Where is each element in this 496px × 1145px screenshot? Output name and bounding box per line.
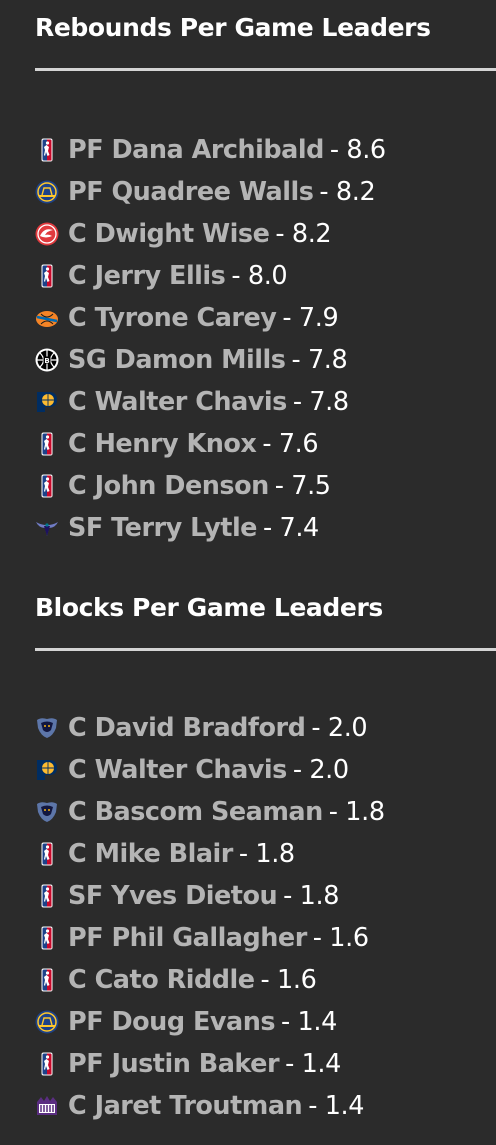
stat-value: - 1.8 [283, 881, 340, 911]
leader-row: PF Quadree Walls - 8.2 [35, 171, 386, 213]
grizzlies-logo-icon [35, 800, 59, 824]
stat-value: - 7.6 [262, 429, 319, 459]
leader-row: B SG Damon Mills - 7.8 [35, 339, 386, 381]
player-link[interactable]: C Jaret Troutman [68, 1091, 303, 1121]
nba-logo-icon [35, 474, 59, 498]
stat-value: - 8.2 [319, 177, 376, 207]
warriors-logo-icon [35, 180, 59, 204]
player-link[interactable]: PF Dana Archibald [68, 135, 324, 165]
leader-row: C Tyrone Carey - 7.9 [35, 297, 386, 339]
leader-row: C Walter Chavis - 2.0 [35, 749, 385, 791]
nba-logo-icon [35, 432, 59, 456]
player-link[interactable]: SG Damon Mills [68, 345, 286, 375]
player-link[interactable]: C Mike Blair [68, 839, 233, 869]
pacers-logo-icon [35, 758, 59, 782]
pacers-logo-icon [35, 390, 59, 414]
leader-row: SF Terry Lytle - 7.4 [35, 507, 386, 549]
hawks-logo-icon [35, 222, 59, 246]
player-link[interactable]: C John Denson [68, 471, 269, 501]
nba-logo-icon [35, 842, 59, 866]
leader-row: C John Denson - 7.5 [35, 465, 386, 507]
leader-row: SF Yves Dietou - 1.8 [35, 875, 385, 917]
warriors-logo-icon [35, 1010, 59, 1034]
player-link[interactable]: PF Justin Baker [68, 1049, 280, 1079]
stat-value: - 7.9 [282, 303, 339, 333]
player-link[interactable]: C Cato Riddle [68, 965, 255, 995]
leader-row: C Dwight Wise - 8.2 [35, 213, 386, 255]
leader-row: C Henry Knox - 7.6 [35, 423, 386, 465]
stat-value: - 1.8 [238, 839, 295, 869]
player-link[interactable]: SF Yves Dietou [68, 881, 278, 911]
blocks-divider [35, 648, 496, 651]
svg-text:B: B [44, 357, 49, 365]
stat-value: - 1.8 [328, 797, 385, 827]
knicks-logo-icon [35, 306, 59, 330]
stat-value: - 7.5 [274, 471, 331, 501]
player-link[interactable]: C Bascom Seaman [68, 797, 323, 827]
nba-logo-icon [35, 884, 59, 908]
blocks-leader-list: C David Bradford - 2.0 C Walter Chavis - 2.… [35, 707, 385, 1127]
stat-value: - 1.4 [285, 1049, 341, 1079]
player-link[interactable]: PF Quadree Walls [68, 177, 314, 207]
leader-row: C Mike Blair - 1.8 [35, 833, 385, 875]
stat-value: - 8.2 [275, 219, 332, 249]
stat-value: - 8.0 [231, 261, 288, 291]
stat-value: - 1.4 [308, 1091, 365, 1121]
nba-logo-icon [35, 138, 59, 162]
stat-value: - 1.4 [281, 1007, 337, 1037]
player-link[interactable]: C Walter Chavis [68, 755, 287, 785]
stat-value: - 7.8 [291, 345, 348, 375]
stat-value: - 8.6 [329, 135, 386, 165]
grizzlies-logo-icon [35, 716, 59, 740]
leader-row: PF Dana Archibald - 8.6 [35, 129, 386, 171]
nba-logo-icon [35, 264, 59, 288]
rebounds-leader-list: PF Dana Archibald - 8.6 PF Quadree Walls - … [35, 129, 386, 549]
player-link[interactable]: PF Doug Evans [68, 1007, 276, 1037]
leader-row: C Jerry Ellis - 8.0 [35, 255, 386, 297]
player-link[interactable]: PF Phil Gallagher [68, 923, 307, 953]
leader-row: C David Bradford - 2.0 [35, 707, 385, 749]
player-link[interactable]: C Henry Knox [68, 429, 257, 459]
leader-row: PF Phil Gallagher - 1.6 [35, 917, 385, 959]
hornets-logo-icon [35, 516, 59, 540]
player-link[interactable]: C Walter Chavis [68, 387, 287, 417]
player-link[interactable]: C Dwight Wise [68, 219, 270, 249]
nba-logo-icon [35, 1052, 59, 1076]
leader-row: PF Doug Evans - 1.4 [35, 1001, 385, 1043]
leader-row: C Cato Riddle - 1.6 [35, 959, 385, 1001]
stat-value: - 7.4 [262, 513, 319, 543]
nba-logo-icon [35, 968, 59, 992]
leader-row: PF Justin Baker - 1.4 [35, 1043, 385, 1085]
nba-logo-icon [35, 926, 59, 950]
stat-value: - 2.0 [292, 755, 349, 785]
rebounds-divider [35, 68, 496, 71]
stat-value: - 2.0 [311, 713, 368, 743]
leader-row: C Bascom Seaman - 1.8 [35, 791, 385, 833]
kings-logo-icon [35, 1094, 59, 1118]
stat-value: - 1.6 [260, 965, 317, 995]
blocks-title: Blocks Per Game Leaders [35, 593, 383, 622]
stat-value: - 7.8 [292, 387, 349, 417]
leader-row: C Jaret Troutman - 1.4 [35, 1085, 385, 1127]
player-link[interactable]: SF Terry Lytle [68, 513, 257, 543]
player-link[interactable]: C Jerry Ellis [68, 261, 226, 291]
player-link[interactable]: C David Bradford [68, 713, 306, 743]
nets-logo-icon: B [35, 348, 59, 372]
leader-row: C Walter Chavis - 7.8 [35, 381, 386, 423]
stat-value: - 1.6 [312, 923, 369, 953]
rebounds-title: Rebounds Per Game Leaders [35, 13, 431, 42]
player-link[interactable]: C Tyrone Carey [68, 303, 277, 333]
